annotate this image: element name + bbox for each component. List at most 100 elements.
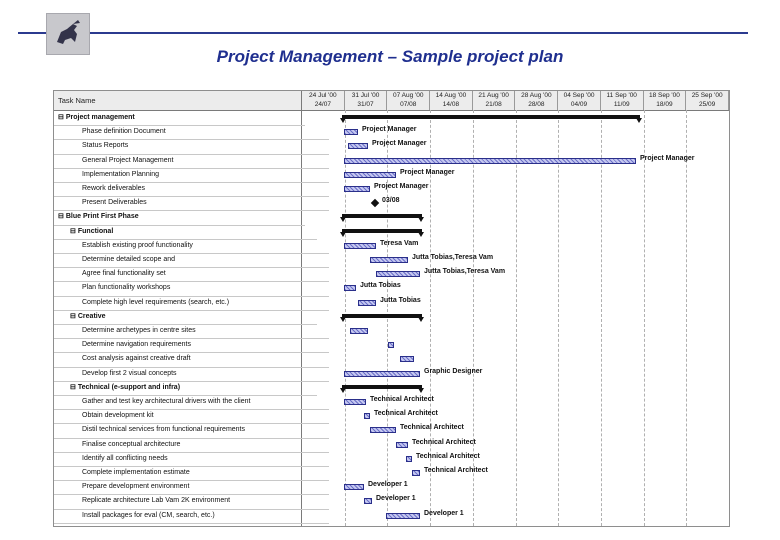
- resource-label: 03/08: [382, 197, 400, 205]
- collapse-toggle-icon[interactable]: ⊟: [58, 213, 64, 221]
- summary-task-row[interactable]: ⊟ Creative: [54, 310, 317, 325]
- timescale-week-date: 21 Aug '00: [478, 92, 509, 99]
- task-bar[interactable]: [358, 299, 376, 306]
- task-bar[interactable]: [344, 129, 358, 136]
- task-name: General Project Management: [82, 156, 174, 164]
- timescale-week-date: 04 Sep '00: [563, 92, 595, 99]
- summary-task-row[interactable]: ⊟ Technical (e-support and infra): [54, 381, 317, 396]
- summary-task-row[interactable]: ⊟ Blue Print First Phase: [54, 210, 305, 226]
- timescale-week: 24 Jul '00 24/07: [302, 91, 345, 110]
- summary-bar[interactable]: [340, 214, 424, 223]
- task-bar[interactable]: [364, 498, 372, 505]
- task-bar[interactable]: [370, 427, 396, 434]
- task-row[interactable]: Distil technical services from functiona…: [54, 423, 329, 439]
- task-bar[interactable]: [344, 484, 364, 491]
- task-row[interactable]: Present Deliverables: [54, 196, 329, 212]
- task-bar[interactable]: [400, 356, 414, 363]
- task-row[interactable]: Phase definition Document: [54, 125, 329, 141]
- timescale-week-day: 31/07: [357, 101, 374, 108]
- task-row[interactable]: Determine navigation requirements: [54, 338, 329, 354]
- task-bar[interactable]: [370, 257, 408, 263]
- task-row[interactable]: Prepare development environment: [54, 480, 329, 496]
- task-bar[interactable]: [344, 242, 376, 249]
- timescale-week-date: 25 Sep '00: [691, 92, 723, 99]
- timescale-week-day: 21/08: [485, 101, 502, 108]
- task-row[interactable]: General Project Management: [54, 154, 329, 169]
- task-row[interactable]: Cost analysis against creative draft: [54, 352, 329, 368]
- resource-label: Teresa Vam: [380, 239, 419, 247]
- resource-label: Technical Architect: [370, 396, 434, 403]
- task-bar[interactable]: [406, 455, 412, 462]
- timescale-week-day: 04/09: [570, 101, 588, 108]
- task-row[interactable]: Agree final functionality set: [54, 267, 329, 283]
- resource-label: Technical Architect: [416, 452, 480, 460]
- task-row[interactable]: Complete high level requirements (search…: [54, 296, 329, 311]
- task-row[interactable]: Plan functionality workshops: [54, 281, 329, 297]
- task-name: Identify all conflicting needs: [82, 454, 168, 462]
- task-row[interactable]: Rework deliverables: [54, 182, 329, 198]
- resource-label: Jutta Tobias: [360, 282, 401, 290]
- task-name: Functional: [77, 227, 114, 235]
- task-name: Determine detailed scope and: [82, 256, 176, 263]
- timescale-week-date: 31 Jul '00: [351, 92, 380, 99]
- task-row[interactable]: Identify all conflicting needs: [54, 452, 329, 467]
- summary-bar[interactable]: [340, 228, 424, 237]
- timescale-week-day: 18/09: [656, 101, 673, 108]
- task-bar[interactable]: [348, 143, 368, 150]
- resource-label: Developer 1: [368, 481, 408, 489]
- task-row[interactable]: Gather and test key architectural driver…: [54, 395, 329, 411]
- collapse-toggle-icon[interactable]: ⊟: [70, 383, 76, 391]
- summary-task-row[interactable]: ⊟ Functional: [54, 225, 317, 240]
- task-bar[interactable]: [344, 370, 420, 377]
- task-bar[interactable]: [376, 271, 420, 278]
- collapse-toggle-icon[interactable]: ⊟: [70, 227, 76, 235]
- resource-label: Project Manager: [640, 154, 695, 162]
- task-bar[interactable]: [344, 285, 356, 292]
- task-name: Determine archetypes in centre sites: [82, 327, 196, 334]
- task-row[interactable]: Obtain development kit: [54, 409, 329, 425]
- timescale-week-day: 14/08: [442, 101, 460, 108]
- task-bar[interactable]: [412, 470, 420, 476]
- task-bar[interactable]: [364, 413, 370, 420]
- task-row[interactable]: Install packages for eval (CM, search, e…: [54, 509, 329, 524]
- task-name: Implementation Planning: [82, 170, 160, 178]
- task-name: Develop first 2 visual concepts: [82, 369, 177, 377]
- task-row[interactable]: Implementation Planning: [54, 168, 329, 183]
- task-bar[interactable]: [344, 171, 396, 178]
- task-bar[interactable]: [396, 441, 408, 448]
- task-bar[interactable]: [344, 186, 370, 192]
- summary-task-row[interactable]: ⊟ Project management: [54, 111, 305, 127]
- collapse-toggle-icon[interactable]: ⊟: [70, 312, 76, 320]
- task-bar[interactable]: [388, 342, 394, 349]
- resource-label: Graphic Designer: [424, 367, 483, 375]
- task-row[interactable]: Replicate architecture Lab Vam 2K enviro…: [54, 494, 329, 510]
- timeline-area: 24 Jul '00 24/07 31 Jul '00 31/07 07 Aug '00…: [302, 91, 729, 526]
- task-row[interactable]: Determine detailed scope and: [54, 253, 329, 269]
- timescale-week: 21 Aug '00 21/08: [473, 91, 516, 110]
- summary-bar[interactable]: [340, 384, 424, 393]
- task-bar[interactable]: [344, 399, 366, 405]
- task-bar[interactable]: [386, 512, 420, 519]
- collapse-toggle-icon[interactable]: ⊟: [58, 114, 64, 121]
- task-bar[interactable]: [344, 157, 636, 164]
- task-name-column-header[interactable]: Task Name: [54, 91, 301, 111]
- week-gridline: [387, 110, 389, 526]
- resource-label: Developer 1: [424, 509, 464, 517]
- task-name: Complete high level requirements (search…: [82, 298, 230, 306]
- task-row[interactable]: Complete implementation estimate: [54, 466, 329, 482]
- resource-label: Jutta Tobias,Teresa Vam: [424, 268, 506, 276]
- task-name: Plan functionality workshops: [82, 284, 171, 292]
- task-row[interactable]: Determine archetypes in centre sites: [54, 324, 329, 340]
- task-row[interactable]: Develop first 2 visual concepts: [54, 367, 329, 382]
- timescale-week: 18 Sep '00 18/09: [644, 91, 687, 110]
- task-row[interactable]: Status Reports: [54, 139, 329, 155]
- summary-bar[interactable]: [340, 115, 642, 123]
- timescale-week-day: 28/08: [528, 101, 545, 108]
- task-row[interactable]: Finalise conceptual architecture: [54, 438, 329, 453]
- task-name: Prepare development environment: [82, 483, 190, 491]
- task-bar[interactable]: [350, 328, 368, 334]
- task-row[interactable]: Establish existing proof functionality: [54, 239, 329, 254]
- milestone-diamond[interactable]: [370, 198, 380, 208]
- summary-bar[interactable]: [340, 313, 424, 322]
- task-name: Determine navigation requirements: [82, 341, 191, 349]
